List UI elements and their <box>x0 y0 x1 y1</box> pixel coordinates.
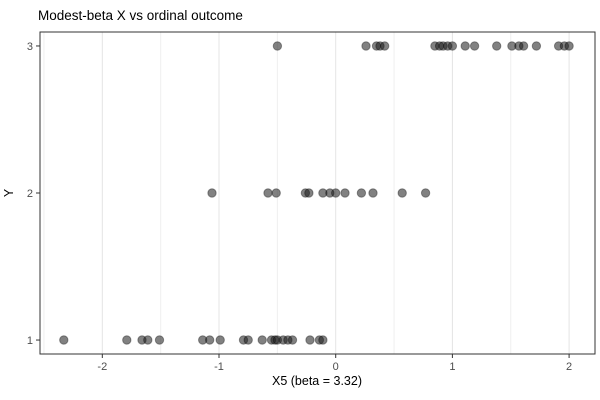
data-point <box>287 335 298 345</box>
data-point <box>361 41 371 51</box>
data-point <box>531 41 542 51</box>
data-points-layer <box>59 41 574 345</box>
data-point <box>492 41 502 51</box>
data-point <box>518 41 529 51</box>
data-point <box>207 188 217 198</box>
data-point <box>59 335 69 345</box>
data-point <box>272 41 283 51</box>
data-point <box>215 335 225 345</box>
data-point <box>243 335 253 345</box>
x-tick-label: 2 <box>566 361 572 373</box>
data-point <box>154 335 165 345</box>
y-tick-label: 2 <box>27 188 33 200</box>
y-axis-title: Y <box>2 188 16 197</box>
panel-border-layer <box>39 31 596 355</box>
axis-ticks-layer: -2 -1 0 1 2 1 2 3 <box>27 41 572 373</box>
data-point <box>263 188 273 198</box>
x-tick-label: -2 <box>97 361 107 373</box>
panel-border <box>39 31 596 355</box>
data-point <box>318 335 328 345</box>
gridlines-layer <box>43 32 570 354</box>
data-point <box>469 41 480 51</box>
x-tick-label: 0 <box>333 361 339 373</box>
data-point <box>305 335 315 345</box>
data-point <box>397 188 407 198</box>
data-point <box>271 188 281 198</box>
data-point <box>205 335 215 345</box>
x-axis-title: X5 (beta = 3.32) <box>272 374 362 388</box>
data-point <box>257 335 267 345</box>
data-point <box>368 188 378 198</box>
data-point <box>304 188 314 198</box>
data-point <box>420 188 431 198</box>
data-point <box>122 335 132 345</box>
data-point <box>331 188 341 198</box>
chart-title: Modest-beta X vs ordinal outcome <box>38 8 243 23</box>
x-tick-label: 1 <box>449 361 455 373</box>
data-point <box>356 188 367 198</box>
data-point <box>380 41 390 51</box>
y-tick-label: 3 <box>27 41 33 53</box>
y-tick-label: 1 <box>27 335 33 347</box>
data-point <box>143 335 153 345</box>
data-point <box>447 41 458 51</box>
data-point <box>564 41 574 51</box>
data-point <box>340 188 350 198</box>
data-point <box>460 41 470 51</box>
x-tick-label: -1 <box>214 361 224 373</box>
